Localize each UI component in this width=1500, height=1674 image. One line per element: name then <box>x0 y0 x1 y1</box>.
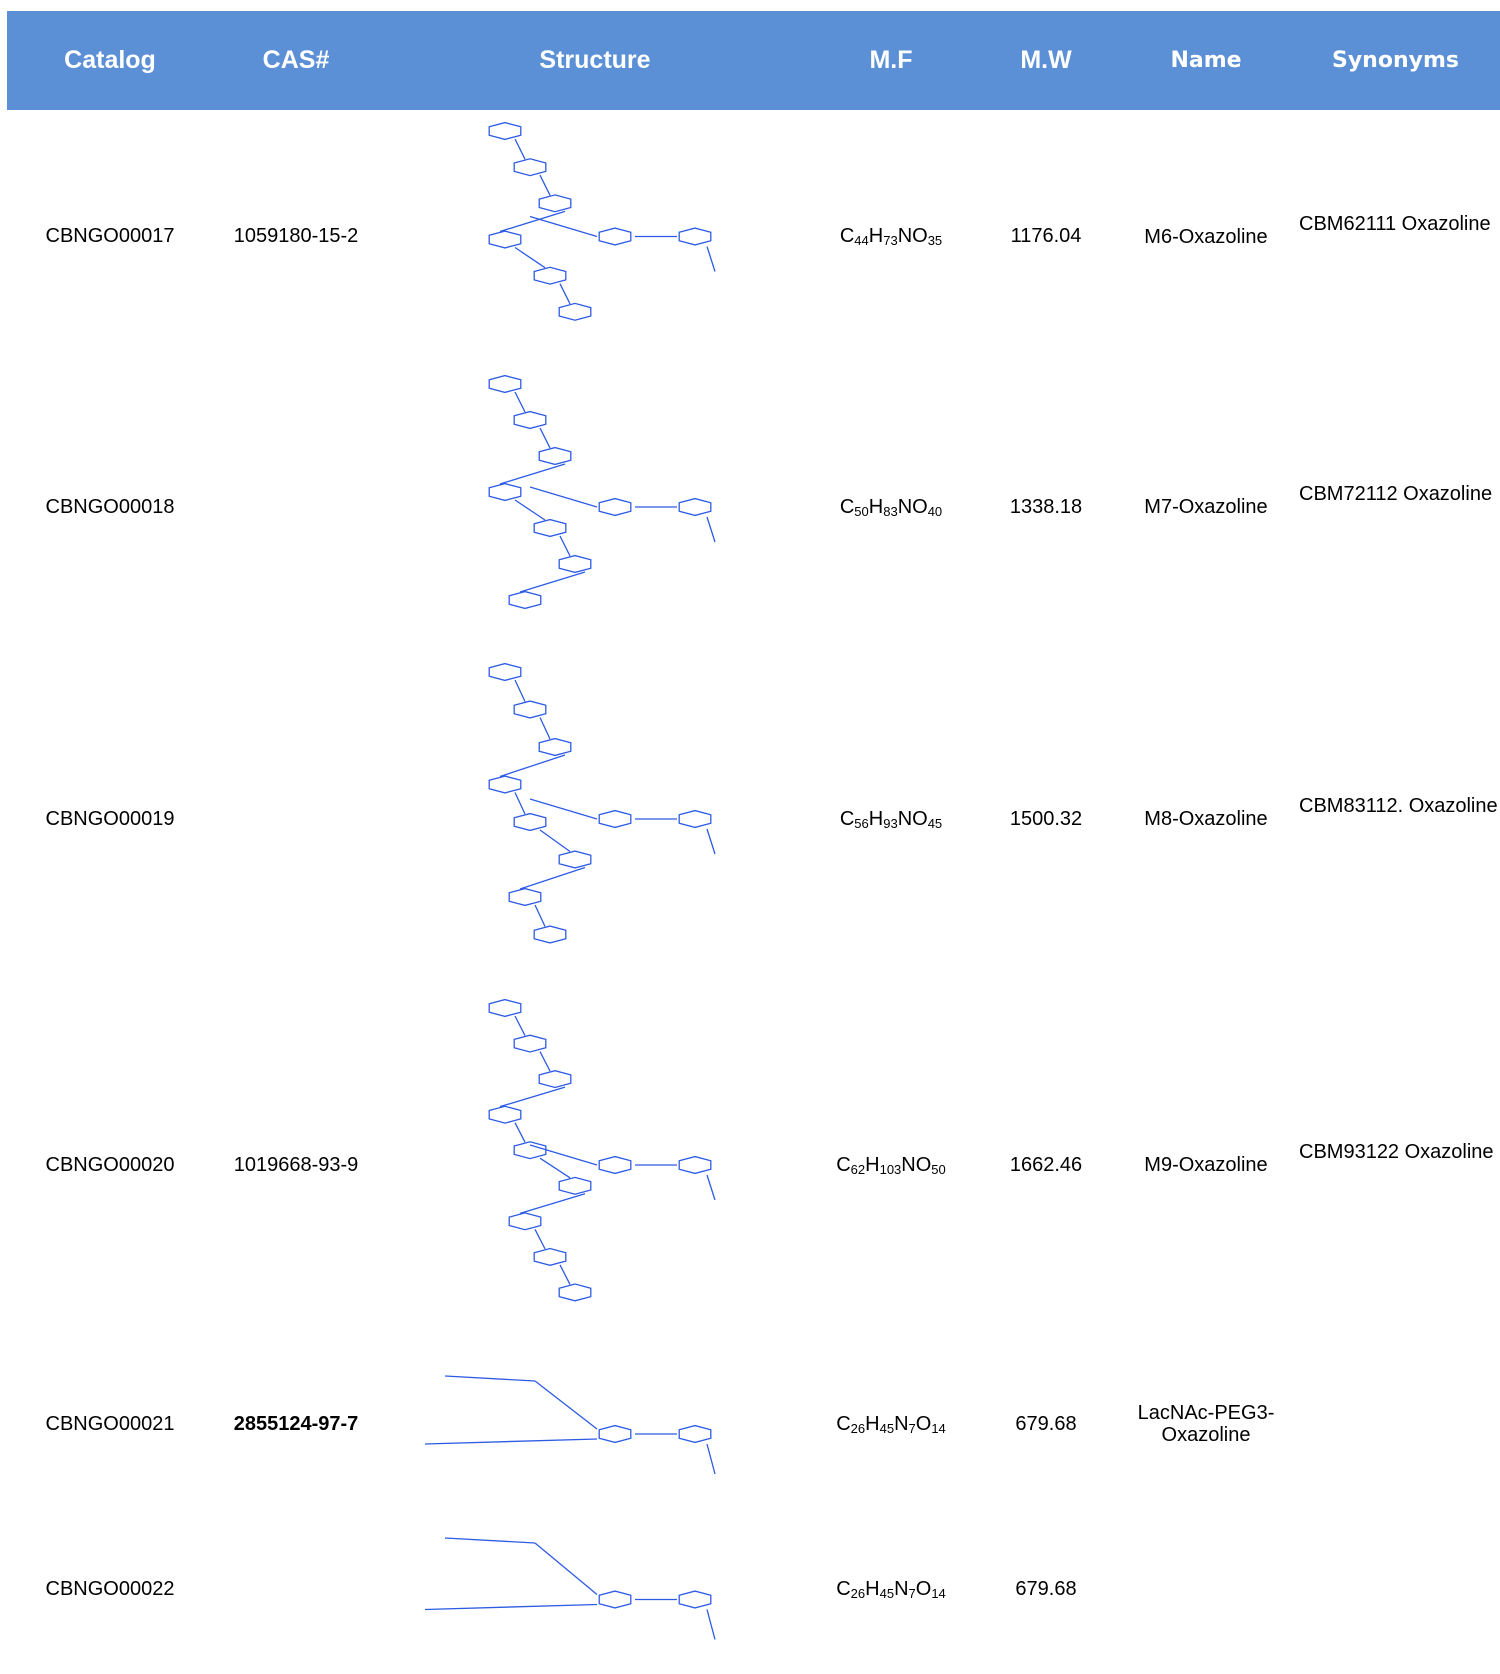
name-cell: M7-Oxazoline <box>1144 496 1268 518</box>
structure-drawing <box>488 374 716 610</box>
column-header: Synonyms <box>1291 11 1500 110</box>
structure-drawing <box>488 998 716 1302</box>
synonyms-cell: CBM72112 Oxazoline <box>1299 483 1493 505</box>
catalog-cell: CBNGO00021 <box>45 1412 175 1435</box>
name-cell: LacNAc-PEG3-Oxazoline <box>1137 1402 1275 1446</box>
table-row: CBNGO00019 C56H93NO45 1500.32 M8-Oxazoline C… <box>7 651 1500 987</box>
formula-cell: C26H45N7O14 <box>836 1578 946 1601</box>
table-row: CBNGO00021 2855124-97-7 C26H45N7O14 679.68 L… <box>7 1343 1500 1505</box>
cas-cell: 1019668-93-9 <box>233 1153 359 1176</box>
catalog-cell: CBNGO00022 <box>45 1578 175 1600</box>
synonyms-cell: CBM62111 Oxazoline <box>1299 212 1491 235</box>
formula-cell: C26H45N7O14 <box>836 1412 946 1436</box>
synonyms-cell: CBM83112. Oxazoline <box>1299 795 1498 817</box>
name-cell: M8-Oxazoline <box>1144 808 1268 830</box>
table-row: CBNGO00020 1019668-93-9 C62H103NO50 1662.46… <box>7 987 1500 1343</box>
column-header: Structure <box>379 11 811 110</box>
structure-cell <box>379 987 811 1343</box>
formula-cell: C62H103NO50 <box>836 1153 946 1177</box>
mw-cell: 1338.18 <box>1009 495 1083 518</box>
formula-cell: C56H93NO45 <box>839 807 943 831</box>
column-header: Name <box>1121 11 1291 110</box>
catalog-cell: CBNGO00017 <box>45 225 175 247</box>
name-cell: M6-Oxazoline <box>1144 225 1268 248</box>
structure-drawing <box>488 662 716 944</box>
structure-cell <box>379 1343 811 1505</box>
formula-cell: C44H73NO35 <box>839 225 943 248</box>
formula-cell: C50H83NO40 <box>839 495 943 519</box>
table-body: CBNGO00017 1059180-15-2 C44H73NO35 1176.04 M… <box>7 110 1500 1674</box>
synonyms-cell <box>1291 1505 1500 1674</box>
mw-cell: 1662.46 <box>1009 1153 1083 1176</box>
structure-cell <box>379 363 811 651</box>
table-row: CBNGO00017 1059180-15-2 C44H73NO35 1176.04 M… <box>7 110 1500 363</box>
mw-cell: 1176.04 <box>1010 225 1082 247</box>
column-header: CAS# <box>213 11 379 110</box>
structure-cell <box>379 1505 811 1674</box>
column-header: M.W <box>971 11 1121 110</box>
structure-drawing <box>424 1375 716 1475</box>
name-cell <box>1121 1505 1291 1674</box>
cas-cell: 1059180-15-2 <box>233 225 359 247</box>
cas-cell <box>213 363 379 651</box>
structure-drawing <box>488 121 716 321</box>
header-row: Catalog CAS# Structure M.F M.W Name Synonyms <box>7 11 1500 110</box>
synonyms-cell <box>1291 1343 1500 1505</box>
table-row: CBNGO00022 C26H45N7O14 679.68 <box>7 1505 1500 1674</box>
product-table: Catalog CAS# Structure M.F M.W Name Synonyms C… <box>7 11 1500 1674</box>
table-row: CBNGO00018 C50H83NO40 1338.18 M7-Oxazoline C… <box>7 363 1500 651</box>
cas-cell <box>213 1505 379 1674</box>
synonyms-cell: CBM93122 Oxazoline <box>1299 1141 1494 1163</box>
name-cell: M9-Oxazoline <box>1144 1154 1268 1176</box>
structure-cell <box>379 110 811 363</box>
catalog-cell: CBNGO00018 <box>45 495 175 518</box>
column-header: M.F <box>811 11 971 110</box>
cas-cell: 2855124-97-7 <box>233 1412 359 1435</box>
catalog-cell: CBNGO00020 <box>45 1153 175 1176</box>
mw-cell: 1500.32 <box>1009 807 1083 830</box>
column-header: Catalog <box>7 11 213 110</box>
cas-cell <box>213 651 379 987</box>
structure-drawing <box>424 1537 716 1640</box>
structure-cell <box>379 651 811 987</box>
mw-cell: 679.68 <box>1015 1412 1077 1435</box>
catalog-cell: CBNGO00019 <box>45 807 175 830</box>
mw-cell: 679.68 <box>1015 1578 1077 1600</box>
